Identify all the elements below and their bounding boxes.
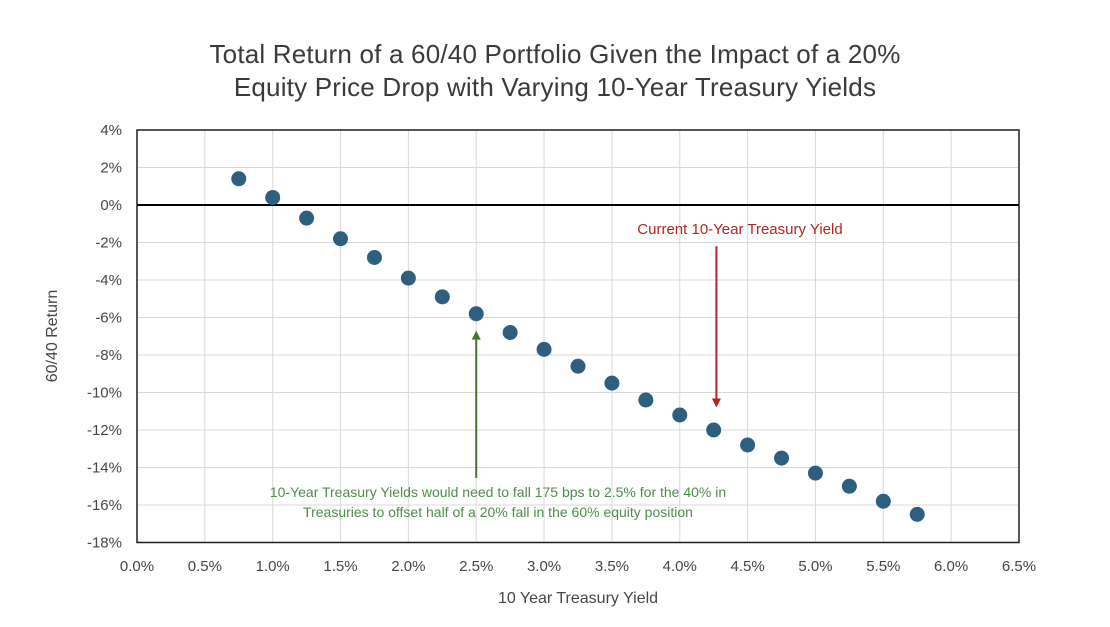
plot-frame: [136, 129, 1020, 544]
y-tick-label: 2%: [100, 160, 122, 177]
annotation-offset-note: 10-Year Treasury Yields would need to fa…: [238, 482, 758, 522]
chart-title: Total Return of a 60/40 Portfolio Given …: [0, 38, 1110, 104]
y-axis-title: 60/40 Return: [44, 290, 61, 383]
y-tick-label: -14%: [87, 460, 122, 477]
data-point: [299, 210, 315, 226]
x-tick-label: 0.5%: [188, 558, 222, 575]
annotation-current-yield: Current 10-Year Treasury Yield: [637, 221, 843, 238]
chart-title-line2: Equity Price Drop with Varying 10-Year T…: [233, 72, 877, 102]
data-point: [468, 306, 484, 322]
x-tick-label: 4.5%: [731, 558, 765, 575]
plot-border: [136, 129, 1020, 544]
x-tick-label: 2.0%: [391, 558, 425, 575]
y-tick-label: -16%: [87, 497, 122, 514]
data-point: [333, 231, 349, 247]
data-point: [502, 325, 518, 340]
x-tick-label: 3.5%: [595, 558, 629, 575]
x-axis-tick-labels: 0.0% 0.5% 1.0% 1.5% 2.0% 2.5% 3.0% 3.5% 4.0% 4.5%…: [120, 558, 1036, 575]
data-point: [536, 341, 552, 357]
data-point: [265, 190, 281, 205]
data-point: [672, 407, 688, 423]
y-tick-label: -4%: [95, 272, 122, 289]
x-tick-label: 5.0%: [798, 558, 832, 575]
data-point: [807, 465, 823, 481]
y-tick-label: 0%: [100, 197, 122, 214]
current-yield-arrow-head: [711, 398, 721, 408]
y-tick-label: -12%: [87, 422, 122, 439]
y-tick-label: -2%: [95, 235, 122, 252]
data-point: [774, 450, 790, 466]
x-tick-label: 2.5%: [459, 558, 493, 575]
annotation-arrows: [471, 246, 721, 478]
data-point: [638, 392, 654, 408]
gridlines: [137, 130, 1019, 543]
x-tick-label: 1.5%: [323, 558, 357, 575]
chart-title-line1: Total Return of a 60/40 Portfolio Given …: [209, 39, 901, 69]
data-point: [231, 171, 247, 187]
data-point: [570, 358, 586, 374]
y-tick-label: -18%: [87, 535, 122, 552]
x-tick-label: 4.0%: [663, 558, 697, 575]
y-tick-label: -10%: [87, 385, 122, 402]
x-tick-label: 1.0%: [256, 558, 290, 575]
y-tick-label: -8%: [95, 347, 122, 364]
annotation-offset-note-line1: 10-Year Treasury Yields would need to fa…: [269, 484, 727, 500]
y-axis-tick-labels: 4% 2% 0% -2% -4% -6% -8% -10% -12% -14% -16% -18%: [87, 122, 122, 552]
x-tick-label: 3.0%: [527, 558, 561, 575]
data-points: [231, 171, 925, 522]
y-tick-label: 4%: [100, 122, 122, 139]
data-point: [841, 478, 857, 494]
x-tick-label: 0.0%: [120, 558, 154, 575]
y-tick-label: -6%: [95, 310, 122, 327]
data-point: [875, 493, 891, 509]
x-tick-label: 6.5%: [1002, 558, 1036, 575]
offset-note-arrow-head: [471, 330, 481, 340]
data-point: [434, 289, 450, 305]
data-point: [740, 437, 756, 453]
annotation-offset-note-line2: Treasuries to offset half of a 20% fall …: [303, 504, 693, 520]
data-point: [400, 270, 416, 286]
data-point: [706, 422, 722, 438]
x-tick-label: 5.5%: [866, 558, 900, 575]
data-point: [909, 506, 925, 522]
x-axis-title: 10 Year Treasury Yield: [498, 590, 658, 607]
data-point: [366, 250, 382, 265]
data-point: [604, 375, 620, 391]
x-tick-label: 6.0%: [934, 558, 968, 575]
